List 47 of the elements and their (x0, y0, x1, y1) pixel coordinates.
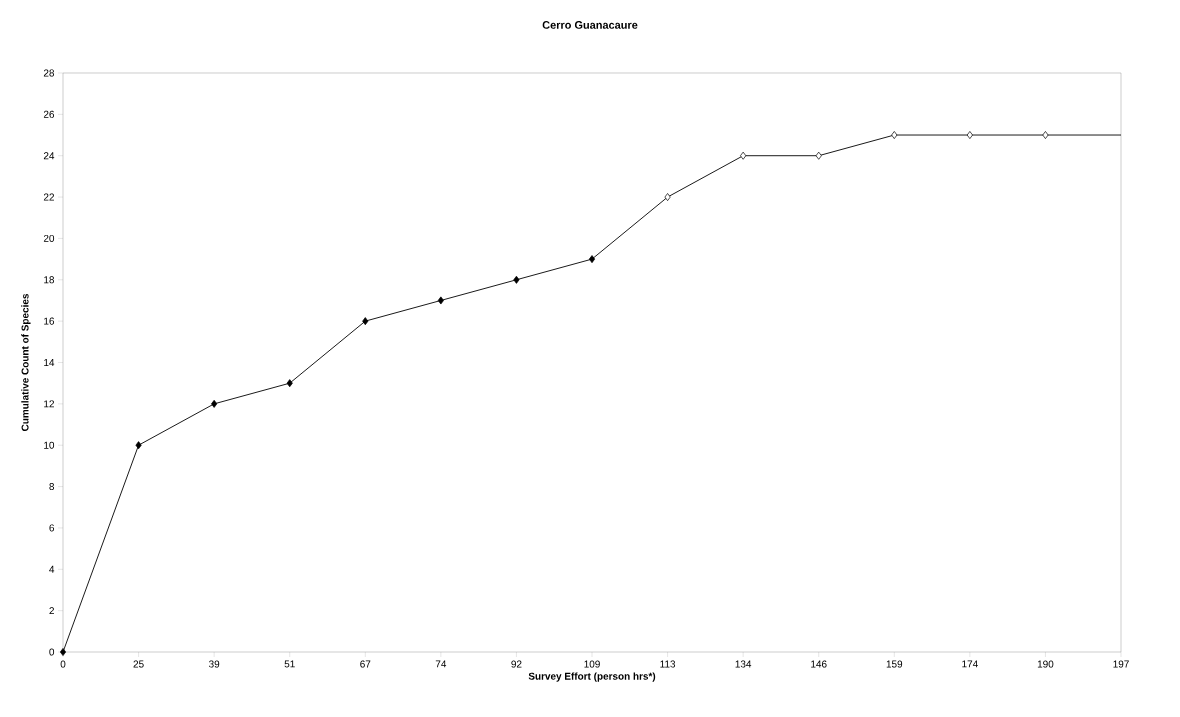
x-tick-label: 39 (208, 660, 220, 668)
y-tick-label: 12 (44, 400, 54, 408)
x-tick-label: 67 (360, 660, 371, 668)
point (513, 275, 520, 284)
x-tick-label: 51 (284, 660, 295, 668)
x-axis-title: Survey Effort (person hrs*) (528, 672, 656, 682)
y-tick-label: 8 (49, 483, 55, 491)
point (211, 399, 218, 408)
x-tick-label: 174 (962, 660, 978, 668)
point (362, 317, 369, 326)
y-tick-label: 2 (49, 607, 54, 615)
x-tick-label: 146 (811, 660, 827, 668)
point (740, 151, 747, 160)
point (286, 379, 293, 388)
x-tick-label: 190 (1037, 660, 1054, 668)
x-tick-label: 25 (133, 660, 144, 668)
point (588, 255, 596, 264)
point (966, 131, 973, 139)
y-tick-label: 20 (43, 234, 55, 242)
point (135, 441, 142, 450)
y-tick-label: 18 (44, 276, 55, 284)
x-tick-label: 159 (886, 660, 903, 668)
y-tick-label: 0 (49, 648, 55, 656)
y-tick-label: 22 (43, 193, 54, 201)
point (664, 193, 671, 202)
point (59, 648, 67, 656)
x-tick-label: 92 (511, 660, 522, 668)
y-tick-label: 4 (49, 565, 55, 573)
point (1042, 131, 1049, 139)
x-tick-label: 134 (735, 660, 752, 668)
x-tick-label: 109 (584, 660, 600, 668)
point (437, 296, 444, 305)
point (891, 131, 898, 139)
y-tick-label: 10 (44, 441, 55, 449)
y-tick-label: 14 (44, 359, 55, 366)
y-tick-label: 16 (44, 317, 55, 325)
point (815, 151, 822, 160)
x-tick-label: 74 (435, 660, 447, 668)
y-tick-label: 24 (43, 152, 55, 160)
x-tick-label: 0 (60, 660, 66, 668)
y-tick-label: 26 (43, 110, 55, 118)
x-tick-label: 113 (660, 660, 676, 668)
y-tick-label: 6 (49, 524, 55, 532)
x-tick-label: 197 (1113, 660, 1129, 668)
y-tick-label: 28 (43, 69, 55, 77)
y-axis-title: Cumulative Count of Species (21, 293, 31, 432)
chart-title: Cerro Guanacaure (542, 21, 638, 29)
